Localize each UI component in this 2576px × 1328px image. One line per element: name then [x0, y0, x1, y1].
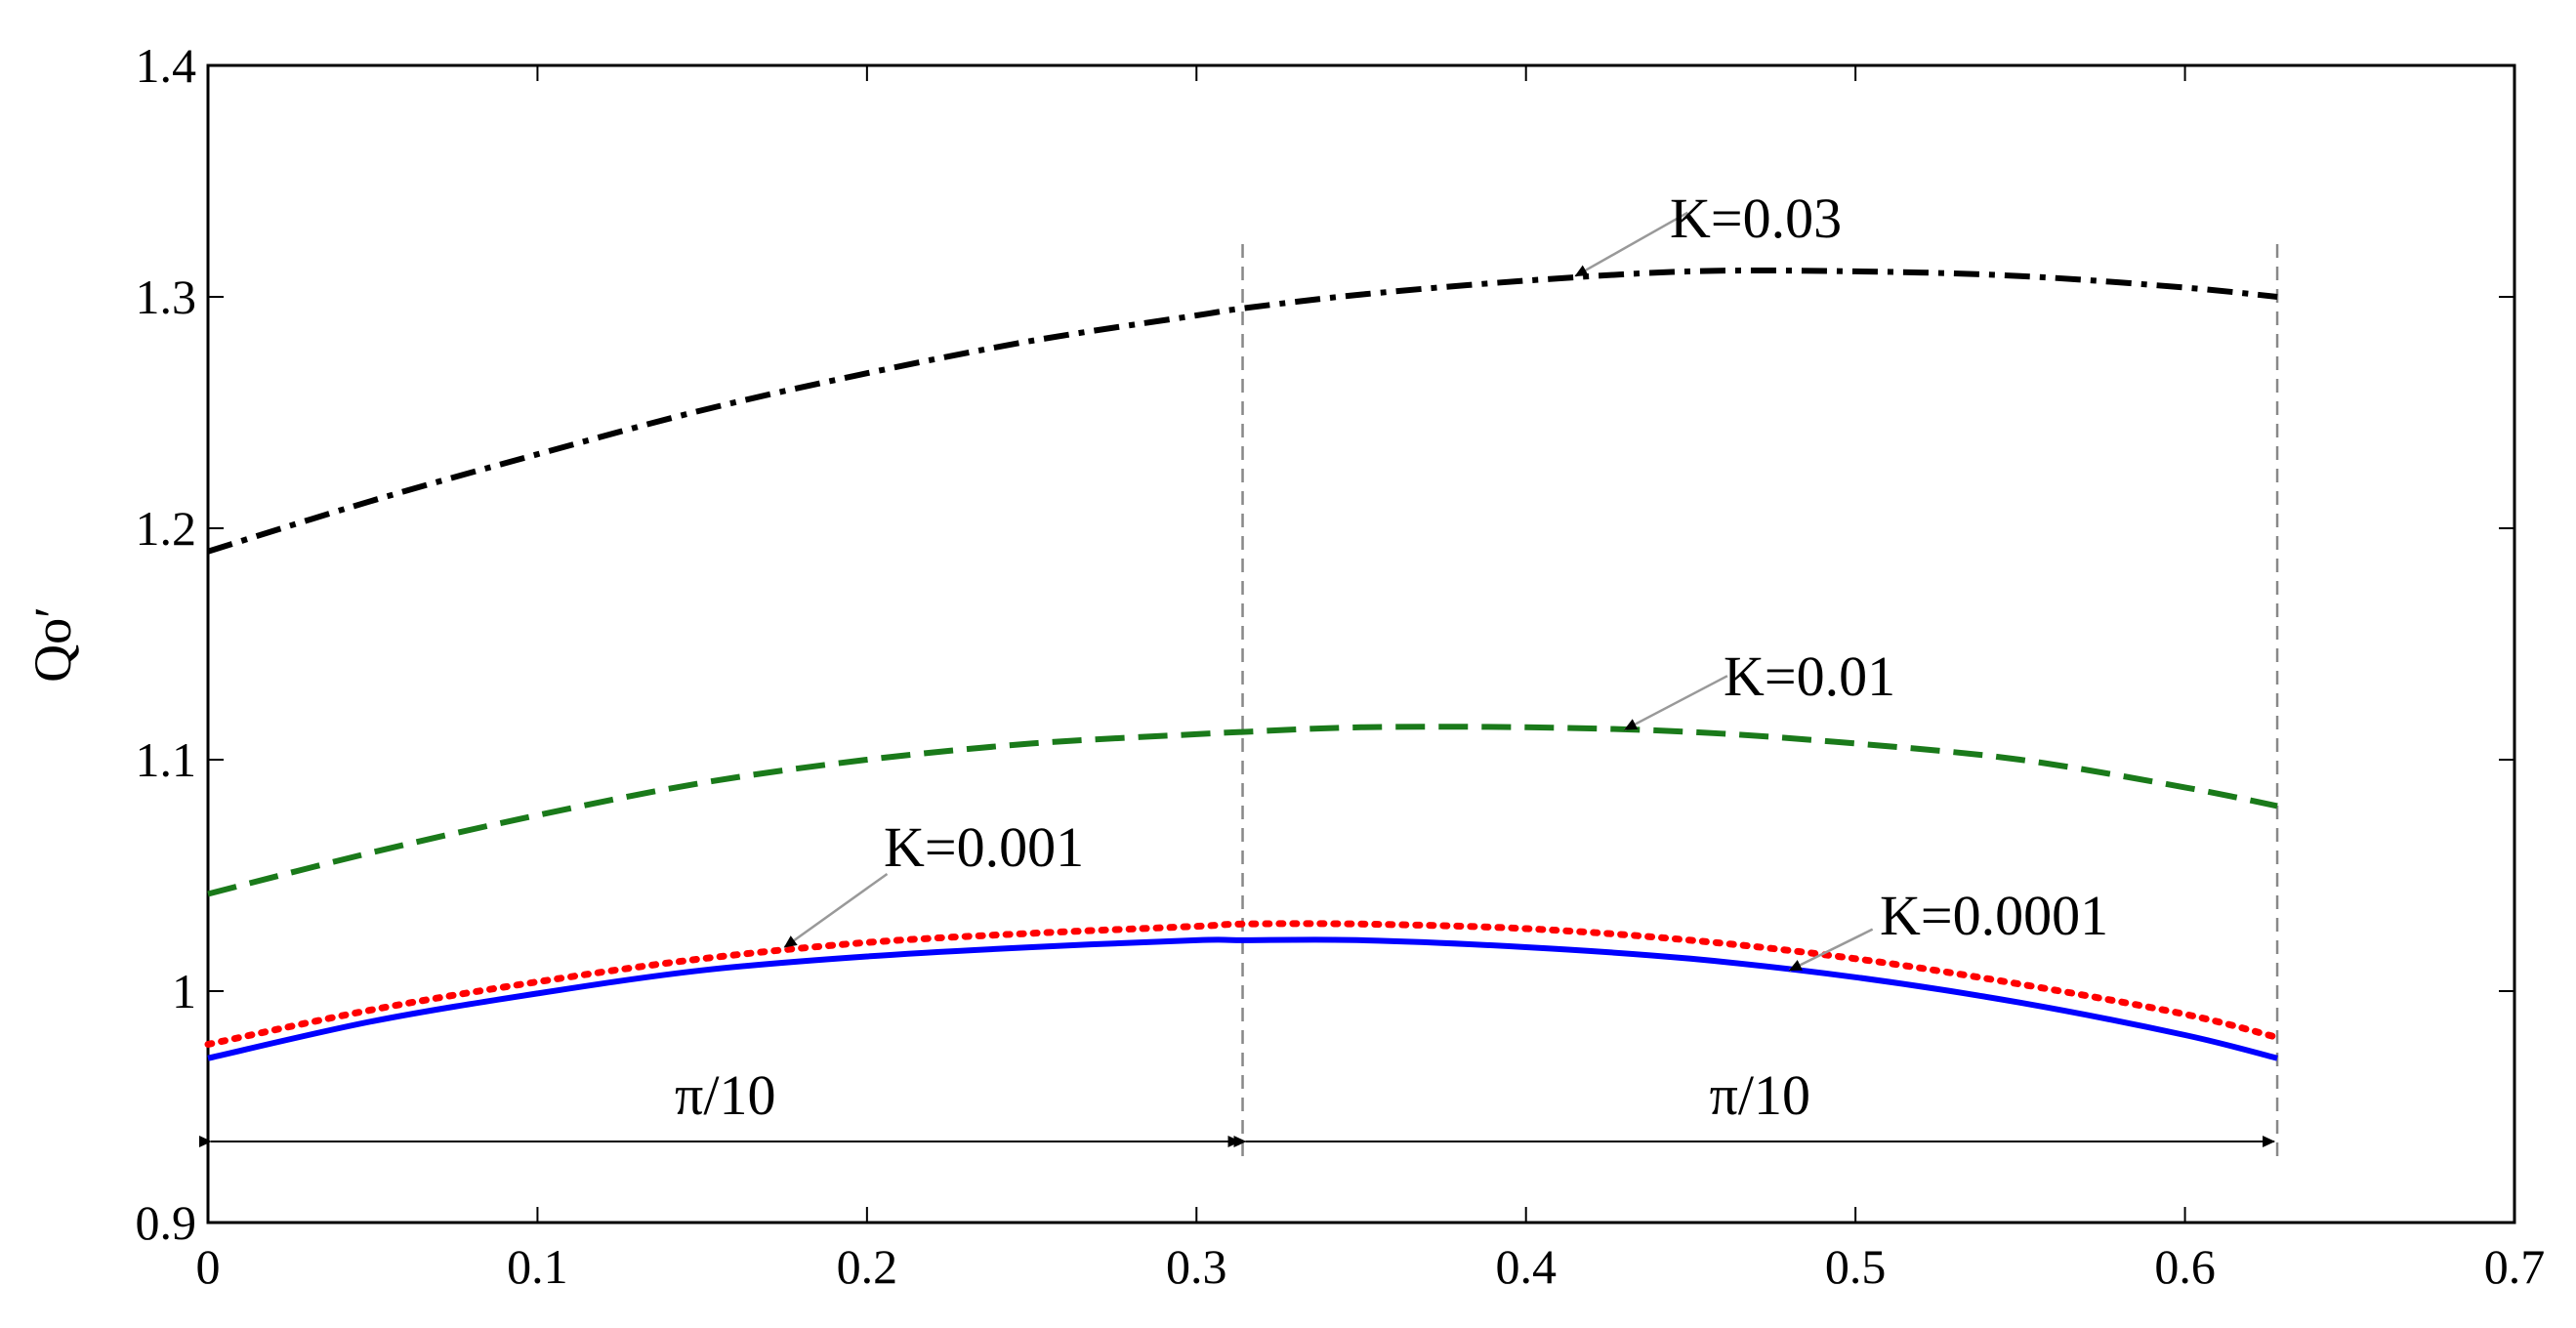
x-tick-label: 0: [196, 1239, 221, 1294]
reference-lines: [1241, 244, 2279, 1157]
plot-frame: [206, 63, 2516, 1224]
annotation-leader: [1574, 211, 1688, 277]
y-tick-label: 1.2: [136, 501, 197, 556]
annotation-label: K=0.03: [1670, 187, 1842, 250]
annotation-leader: [1788, 928, 1874, 972]
annotation-leader: [783, 872, 889, 948]
curve-annotations: K=0.03 K=0.01 K=0.001 K=0.0001: [783, 187, 2108, 972]
series-line-K=0.001: [204, 920, 2281, 1048]
y-axis-label: Qo′: [23, 606, 82, 683]
x-tick-label: 0.1: [507, 1239, 568, 1294]
x-tick-label: 0.4: [1495, 1239, 1557, 1294]
y-tick-label: 1.4: [136, 38, 197, 93]
axis-ticks: 0 0.1 0.2 0.3 0.4 0.5 0.6 0.7 0.9 1 1.1 1.2 1.3 1.4: [136, 38, 2546, 1294]
y-tick-label: 1.1: [136, 732, 197, 787]
span-label: π/10: [1710, 1063, 1810, 1127]
x-tick-label: 0.6: [2154, 1239, 2216, 1294]
annotation-leader: [1624, 675, 1728, 731]
span-annotations: π/10 π/10: [199, 1063, 2276, 1148]
annotation-label: K=0.001: [884, 815, 1084, 879]
span-label: π/10: [675, 1063, 775, 1127]
x-tick-label: 0.2: [837, 1239, 898, 1294]
series-line-K=0.01: [207, 724, 2278, 897]
y-tick-label: 1.3: [136, 270, 197, 324]
y-tick-label: 0.9: [136, 1195, 197, 1250]
annotation-label: K=0.01: [1724, 644, 1895, 708]
x-tick-label: 0.7: [2484, 1239, 2546, 1294]
series-line-K=0.0001: [207, 936, 2278, 1061]
series-lines: [204, 267, 2281, 1061]
x-tick-label: 0.5: [1825, 1239, 1887, 1294]
annotation-label: K=0.0001: [1880, 884, 2108, 947]
series-line-K=0.03: [207, 267, 2278, 555]
y-tick-label: 1: [172, 964, 196, 1018]
x-tick-label: 0.3: [1166, 1239, 1227, 1294]
